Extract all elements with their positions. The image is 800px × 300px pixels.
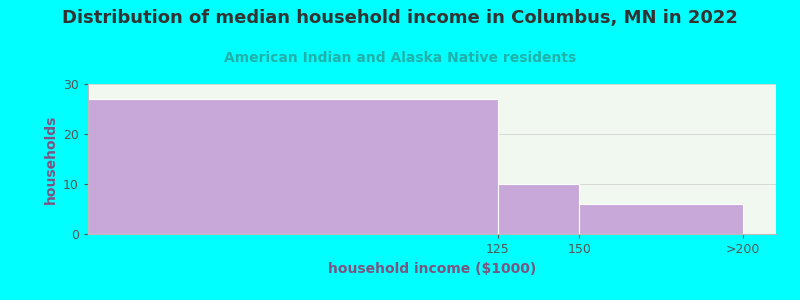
Bar <box>88 99 498 234</box>
Y-axis label: households: households <box>43 114 58 204</box>
X-axis label: household income ($1000): household income ($1000) <box>328 262 536 276</box>
Bar <box>579 204 743 234</box>
Text: Distribution of median household income in Columbus, MN in 2022: Distribution of median household income … <box>62 9 738 27</box>
Text: American Indian and Alaska Native residents: American Indian and Alaska Native reside… <box>224 51 576 65</box>
Bar <box>498 184 579 234</box>
